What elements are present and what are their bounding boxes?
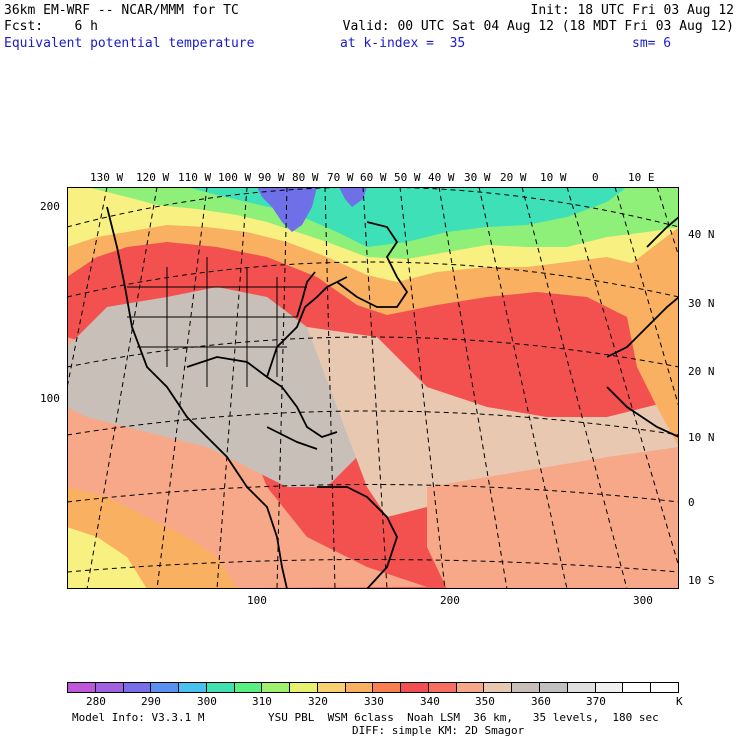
colorbar-label: 300 (197, 695, 217, 708)
colorbar-swatch (68, 683, 96, 692)
colorbar-label: 310 (252, 695, 272, 708)
field-salmon-east (427, 447, 679, 589)
diffusion-info: DIFF: simple KM: 2D Smagor (352, 724, 525, 737)
colorbar-swatch (206, 683, 235, 692)
lon-label: 60 W (360, 171, 387, 184)
colorbar-swatch (95, 683, 124, 692)
lat-label: 10 N (688, 431, 715, 444)
lon-label: 10 E (628, 171, 655, 184)
lat-lon-grid (67, 187, 679, 589)
model-title: 36km EM-WRF -- NCAR/MMM for TC (4, 3, 239, 18)
model-info: Model Info: V3.3.1 M (72, 711, 205, 724)
grid-x-label: 100 (247, 594, 267, 607)
colorbar-label: 350 (475, 695, 495, 708)
lon-label: 10 W (540, 171, 567, 184)
grid-y-label: 200 (40, 200, 60, 213)
lon-label: 40 W (428, 171, 455, 184)
init-time: Init: 18 UTC Fri 03 Aug 12 (530, 3, 735, 18)
grid-y-label: 100 (40, 392, 60, 405)
smoothing-value: sm= 6 (632, 36, 672, 51)
lon-label: 90 W (258, 171, 285, 184)
field-yellow-pacific (67, 527, 147, 589)
colorbar-swatch (317, 683, 346, 692)
valid-time: Valid: 00 UTC Sat 04 Aug 12 (18 MDT Fri … (342, 19, 734, 34)
colorbar-label: 290 (141, 695, 161, 708)
colorbar-swatch (595, 683, 624, 692)
forecast-hour: Fcst: 6 h (4, 19, 98, 34)
colorbar-label: 370 (586, 695, 606, 708)
colorbar-label: 340 (420, 695, 440, 708)
colorbar (67, 682, 679, 693)
colorbar-label: 280 (86, 695, 106, 708)
field-name: Equivalent potential temperature (4, 36, 255, 51)
lat-label: 40 N (688, 228, 715, 241)
colorbar-swatch (540, 683, 568, 692)
lon-label: 110 W (178, 171, 212, 184)
colorbar-swatch (484, 683, 513, 692)
lon-label: 0 (592, 171, 599, 184)
field-cold-core (257, 187, 317, 232)
map-svg (67, 187, 679, 589)
colorbar-swatch (123, 683, 152, 692)
colorbar-swatch (428, 683, 457, 692)
colorbar-swatch (345, 683, 374, 692)
lat-label: 10 S (688, 574, 715, 587)
colorbar-swatch (456, 683, 485, 692)
colorbar-swatch (512, 683, 541, 692)
political-boundaries (127, 257, 307, 387)
colorbar-swatch (151, 683, 180, 692)
physics-info: YSU PBL WSM 6class Noah LSM 36 km, 35 le… (268, 711, 659, 724)
map-frame (67, 187, 679, 589)
lon-label: 100 W (218, 171, 252, 184)
colorbar-swatch (567, 683, 596, 692)
colorbar-swatch (179, 683, 207, 692)
lon-label: 30 W (464, 171, 491, 184)
field-cold-core-small (339, 187, 367, 207)
colorbar-label: 360 (531, 695, 551, 708)
lon-label: 130 W (90, 171, 124, 184)
colorbar-swatch (290, 683, 318, 692)
colorbar-swatch (651, 683, 678, 692)
field-gray-conus (67, 287, 367, 487)
colorbar-swatch (401, 683, 429, 692)
colorbar-swatch (262, 683, 291, 692)
lon-label: 50 W (394, 171, 421, 184)
colorbar-label: 330 (364, 695, 384, 708)
grid-x-label: 300 (633, 594, 653, 607)
colorbar-swatch (234, 683, 263, 692)
colorbar-unit: K (676, 695, 683, 708)
colorbar-label: 320 (308, 695, 328, 708)
lat-label: 20 N (688, 365, 715, 378)
field-tan-atlantic (307, 327, 679, 517)
weather-map (67, 187, 679, 589)
coastlines (106, 206, 679, 589)
lat-label: 30 N (688, 297, 715, 310)
lon-label: 80 W (292, 171, 319, 184)
colorbar-swatch (623, 683, 652, 692)
colorbar-swatch (373, 683, 402, 692)
field-orange-east (627, 227, 679, 447)
lat-label: 0 (688, 496, 695, 509)
lon-label: 20 W (500, 171, 527, 184)
level-index: at k-index = 35 (340, 36, 466, 51)
grid-x-label: 200 (440, 594, 460, 607)
lon-label: 70 W (327, 171, 354, 184)
lon-label: 120 W (136, 171, 170, 184)
